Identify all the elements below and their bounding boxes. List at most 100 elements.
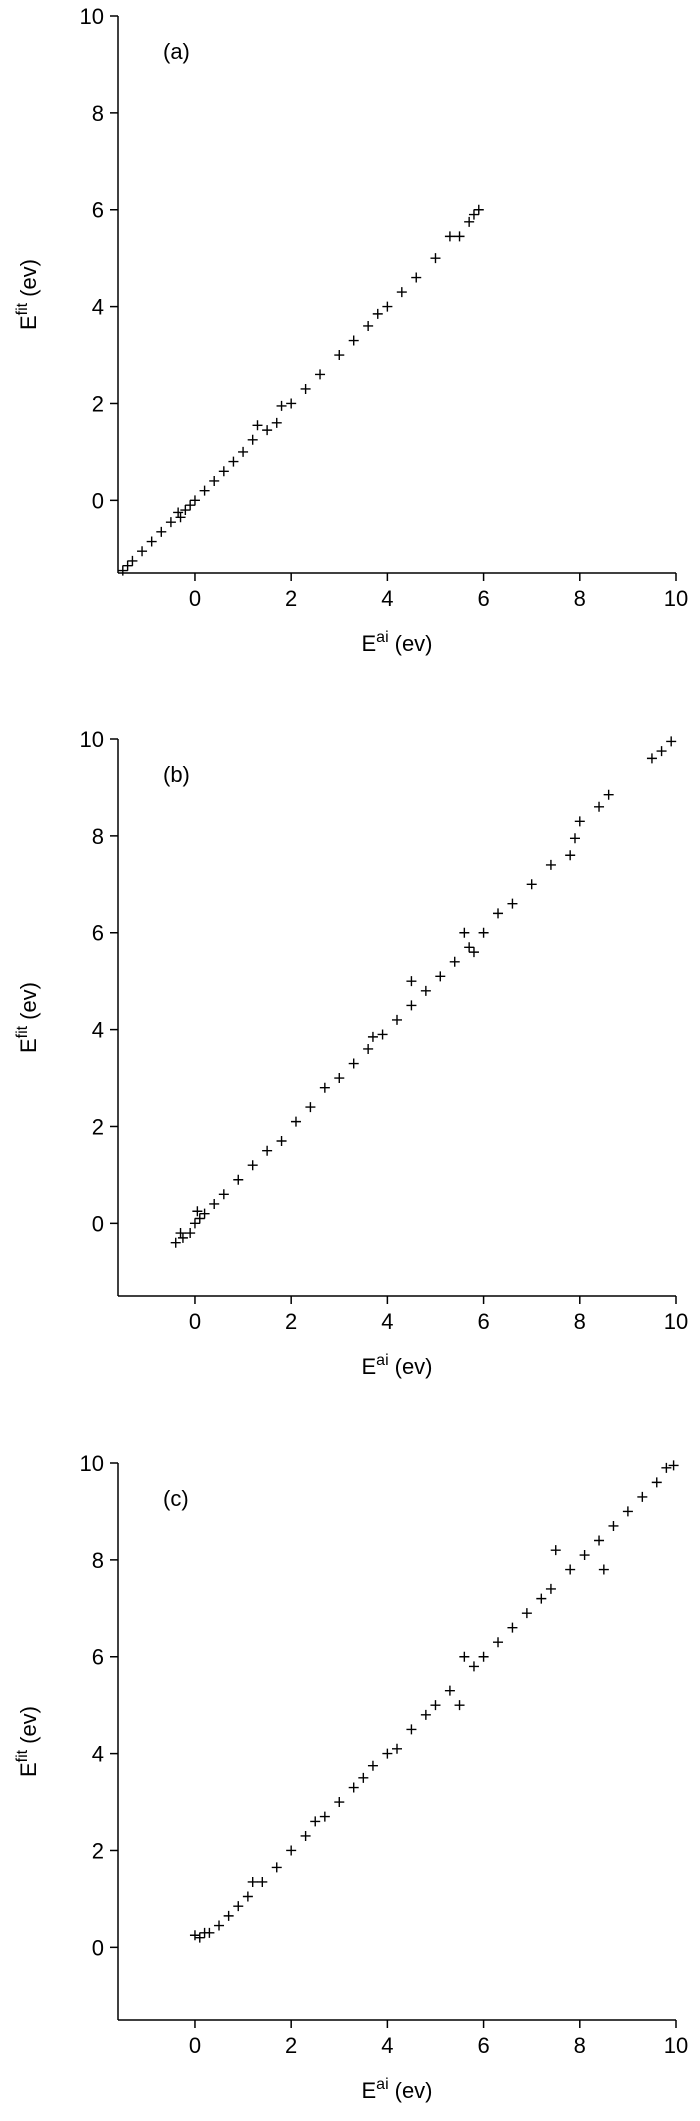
data-point (459, 927, 470, 938)
data-point (137, 546, 148, 557)
data-point (569, 833, 580, 844)
data-point (372, 308, 383, 319)
data-point (382, 301, 393, 312)
data-point (286, 1845, 297, 1856)
data-point (565, 1564, 576, 1575)
data-point (666, 736, 677, 747)
y-tick-label: 10 (80, 1451, 104, 1476)
data-point (247, 434, 258, 445)
label-base: E (16, 1038, 41, 1053)
x-axis-label: Eai (ev) (361, 2076, 432, 2103)
data-point (319, 1811, 330, 1822)
data-point (464, 216, 475, 227)
data-point (242, 1891, 253, 1902)
data-point (646, 753, 657, 764)
y-tick-label: 6 (92, 198, 104, 223)
data-point (594, 801, 605, 812)
x-tick-label: 2 (285, 1309, 297, 1334)
x-tick-label: 4 (381, 1309, 393, 1334)
panel: 0 2 4 6 8 10 0 2 4 6 8 10 (c) Eai (ev) Efit (ev) (14, 1451, 688, 2103)
data-point (185, 1228, 196, 1239)
data-point (271, 1862, 282, 1873)
data-point (290, 1116, 301, 1127)
data-point (247, 1160, 258, 1171)
data-point (668, 1460, 679, 1471)
data-point (444, 231, 455, 242)
y-tick-label: 6 (92, 921, 104, 946)
label-sup: ai (376, 1352, 388, 1369)
x-tick-label: 2 (285, 2033, 297, 2058)
data-point (622, 1506, 633, 1517)
data-point (209, 1198, 220, 1209)
data-point (146, 536, 157, 547)
data-point (165, 517, 176, 528)
data-point (127, 555, 138, 566)
data-point (464, 942, 475, 953)
data-point (430, 1700, 441, 1711)
y-tick-label: 2 (92, 1838, 104, 1863)
data-point (468, 947, 479, 958)
x-tick-label: 0 (189, 1309, 201, 1334)
data-point (117, 565, 128, 576)
data-point (579, 1550, 590, 1561)
y-tick-label: 4 (92, 1742, 104, 1767)
data-point (199, 1208, 210, 1219)
data-point (223, 1910, 234, 1921)
x-tick-label: 6 (477, 1309, 489, 1334)
data-point (420, 985, 431, 996)
data-point (661, 1462, 672, 1473)
data-point (406, 976, 417, 987)
y-tick-label: 8 (92, 824, 104, 849)
y-tick-label: 4 (92, 1018, 104, 1043)
y-tick-label: 8 (92, 1548, 104, 1573)
data-point (192, 1206, 203, 1217)
data-point (315, 369, 326, 380)
y-axis-label: Efit (ev) (14, 259, 41, 330)
data-point (656, 746, 667, 757)
x-tick-label: 10 (664, 1309, 688, 1334)
data-point (173, 507, 184, 518)
x-tick-label: 8 (574, 1309, 586, 1334)
data-point (252, 420, 263, 431)
data-point (565, 850, 576, 861)
data-point (348, 335, 359, 346)
data-point (358, 1772, 369, 1783)
data-point (276, 400, 287, 411)
data-point (406, 1000, 417, 1011)
data-point (194, 1932, 205, 1943)
data-point (454, 231, 465, 242)
data-point (204, 1927, 215, 1938)
y-tick-label: 10 (80, 4, 104, 29)
data-point (348, 1058, 359, 1069)
data-point (526, 879, 537, 890)
data-point (218, 466, 229, 477)
data-point (468, 1661, 479, 1672)
label-sup: ai (376, 629, 388, 646)
data-point (122, 560, 133, 571)
data-point (459, 1651, 470, 1662)
label-unit: (ev) (16, 982, 41, 1020)
x-tick-label: 8 (574, 2033, 586, 2058)
data-point (637, 1491, 648, 1502)
data-point (156, 526, 167, 537)
data-point (189, 1930, 200, 1941)
data-point (209, 475, 220, 486)
y-tick-label: 0 (92, 1211, 104, 1236)
y-tick-label: 10 (80, 727, 104, 752)
data-point (478, 927, 489, 938)
data-point (199, 485, 210, 496)
data-point (444, 1685, 455, 1696)
data-point (180, 505, 191, 516)
data-point (468, 209, 479, 220)
data-point (608, 1520, 619, 1531)
data-point (420, 1709, 431, 1720)
data-point (334, 1073, 345, 1084)
x-axis-label: Eai (ev) (361, 1352, 432, 1379)
data-point (594, 1535, 605, 1546)
data-point (262, 425, 273, 436)
data-point (367, 1031, 378, 1042)
data-point (449, 956, 460, 967)
y-tick-label: 2 (92, 391, 104, 416)
data-point (545, 859, 556, 870)
data-point (334, 350, 345, 361)
